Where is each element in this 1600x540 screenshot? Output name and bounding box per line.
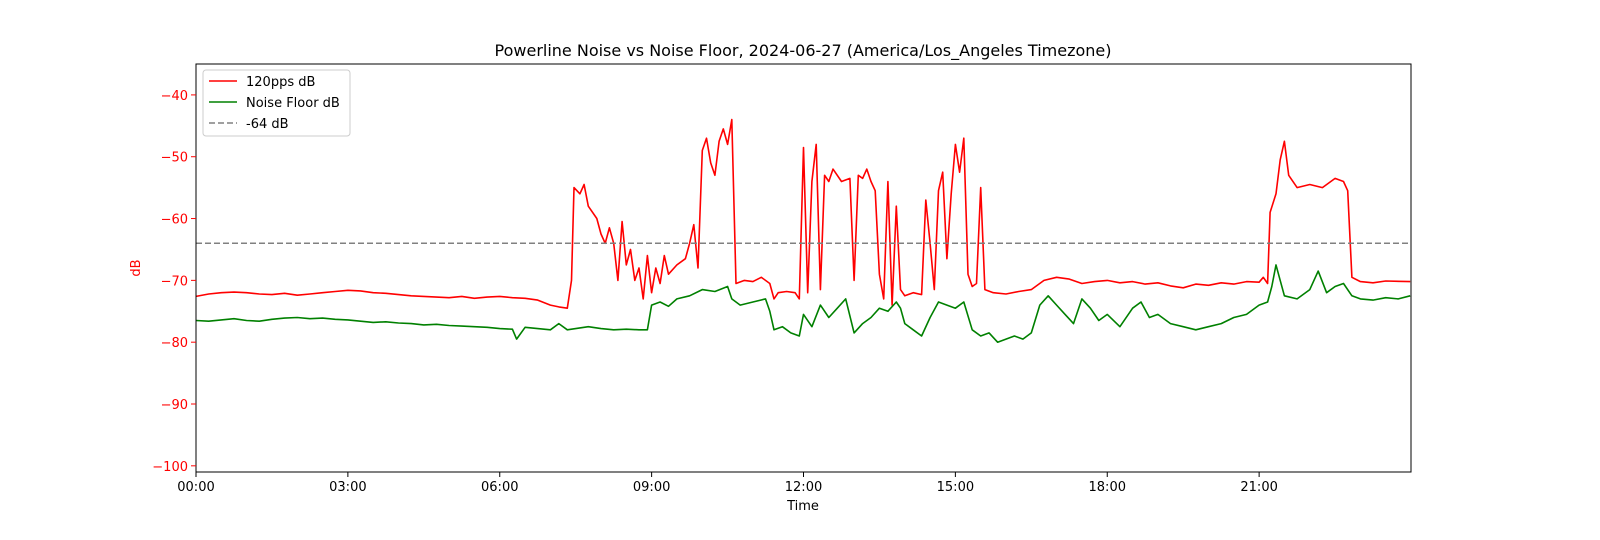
plot-area bbox=[195, 118, 1411, 343]
x-tick-label: 03:00 bbox=[329, 480, 366, 495]
chart-title: Powerline Noise vs Noise Floor, 2024-06-… bbox=[495, 41, 1112, 61]
x-axis-label: Time bbox=[786, 499, 819, 514]
y-tick-label: −80 bbox=[161, 336, 188, 351]
legend-entry-label: 120pps dB bbox=[246, 75, 315, 90]
x-axis: 00:00 03:00 06:00 09:00 12:00 15:00 18:00 21:00 bbox=[177, 472, 1278, 495]
y-tick-label: −60 bbox=[161, 213, 188, 228]
legend-box bbox=[202, 69, 351, 137]
y-tick-label: −40 bbox=[161, 89, 188, 104]
x-tick-label: 15:00 bbox=[937, 480, 974, 495]
series-line-0 bbox=[195, 118, 1411, 309]
x-tick-label: 12:00 bbox=[785, 480, 822, 495]
y-tick-label: −70 bbox=[161, 274, 188, 289]
x-tick-label: 06:00 bbox=[481, 480, 518, 495]
series-line-1 bbox=[195, 264, 1411, 343]
y-axis-label: dB bbox=[129, 259, 144, 276]
y-tick-label: −50 bbox=[161, 151, 188, 166]
x-tick-label: 21:00 bbox=[1240, 480, 1277, 495]
y-axis: −40 −50 −60 −70 −80 −90 −100 bbox=[152, 89, 196, 475]
legend: 120pps dB Noise Floor dB -64 dB bbox=[202, 69, 351, 137]
y-tick-label: −90 bbox=[161, 398, 188, 413]
x-tick-label: 00:00 bbox=[177, 480, 214, 495]
legend-entry-label: Noise Floor dB bbox=[246, 96, 340, 111]
y-tick-label: −100 bbox=[152, 460, 188, 475]
x-tick-label: 09:00 bbox=[633, 480, 670, 495]
x-tick-label: 18:00 bbox=[1089, 480, 1126, 495]
legend-entry-label: -64 dB bbox=[246, 117, 289, 132]
